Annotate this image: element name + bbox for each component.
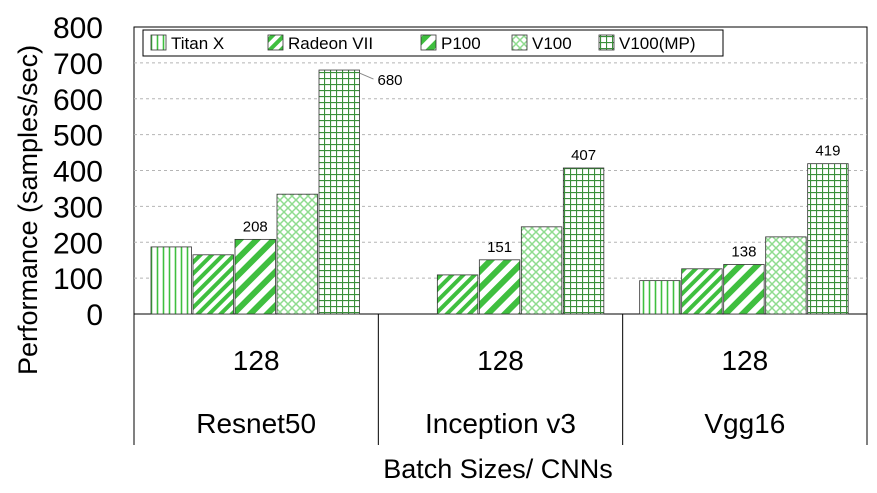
legend-swatch xyxy=(267,34,284,51)
bar-v100-vgg16 xyxy=(765,236,807,315)
data-label: 138 xyxy=(731,243,756,260)
legend: Titan X Radeon VII P100 V100 V100(MP) xyxy=(142,29,724,57)
bar-v100-inception-v3 xyxy=(520,226,563,315)
bar-titan-x-vgg16 xyxy=(639,280,681,315)
data-label: 407 xyxy=(571,147,596,164)
legend-swatch xyxy=(598,34,615,51)
y-axis-title: Performance (samples/sec) xyxy=(13,45,43,375)
category-label: Inception v3 xyxy=(425,408,576,439)
bar-v100-resnet50 xyxy=(276,193,318,315)
bar-radeon-vii-vgg16 xyxy=(681,268,723,315)
category-table: 128 Resnet50 128 Inception v3 128 Vgg16 xyxy=(133,314,868,445)
data-label: 419 xyxy=(815,143,840,160)
y-tick-label: 0 xyxy=(86,299,103,332)
batch-size-label: 128 xyxy=(721,345,768,376)
legend-swatch xyxy=(511,34,528,51)
legend-label: V100 xyxy=(532,34,572,53)
bar-v100-mp--resnet50 xyxy=(318,69,360,315)
bar-p100-vgg16 xyxy=(723,264,765,315)
legend-swatch xyxy=(150,34,167,51)
y-tick-label: 100 xyxy=(53,263,103,296)
bar-v100-mp--vgg16 xyxy=(807,163,849,315)
batch-size-label: 128 xyxy=(477,345,524,376)
y-tick-label: 200 xyxy=(53,227,103,260)
legend-label: V100(MP) xyxy=(619,34,696,53)
data-label: 680 xyxy=(378,72,403,89)
bar-titan-x-resnet50 xyxy=(150,246,192,315)
bars xyxy=(150,69,849,315)
data-label: 208 xyxy=(243,218,268,235)
y-tick-label: 600 xyxy=(53,84,103,117)
legend-label: P100 xyxy=(441,34,481,53)
x-axis-title: Batch Sizes/ CNNs xyxy=(383,454,613,484)
bar-radeon-vii-resnet50 xyxy=(192,254,234,315)
bar-p100-inception-v3 xyxy=(478,259,521,315)
bar-v100-mp--inception-v3 xyxy=(562,167,605,315)
y-tick-label: 500 xyxy=(53,120,103,153)
category-label: Vgg16 xyxy=(704,408,785,439)
legend-swatch xyxy=(420,34,437,51)
legend-label: Titan X xyxy=(171,34,224,53)
data-label-leader xyxy=(359,72,374,80)
y-tick-label: 300 xyxy=(53,191,103,224)
y-tick-label: 400 xyxy=(53,156,103,189)
data-labels: 208 680 151 407 138 419 xyxy=(243,72,841,260)
y-tick-label: 800 xyxy=(53,12,103,45)
data-label: 151 xyxy=(487,239,512,256)
bar-p100-resnet50 xyxy=(234,238,276,315)
batch-size-label: 128 xyxy=(233,345,280,376)
y-tick-label: 700 xyxy=(53,48,103,81)
bar-radeon-vii-inception-v3 xyxy=(436,274,479,315)
category-label: Resnet50 xyxy=(196,408,316,439)
legend-label: Radeon VII xyxy=(288,34,373,53)
